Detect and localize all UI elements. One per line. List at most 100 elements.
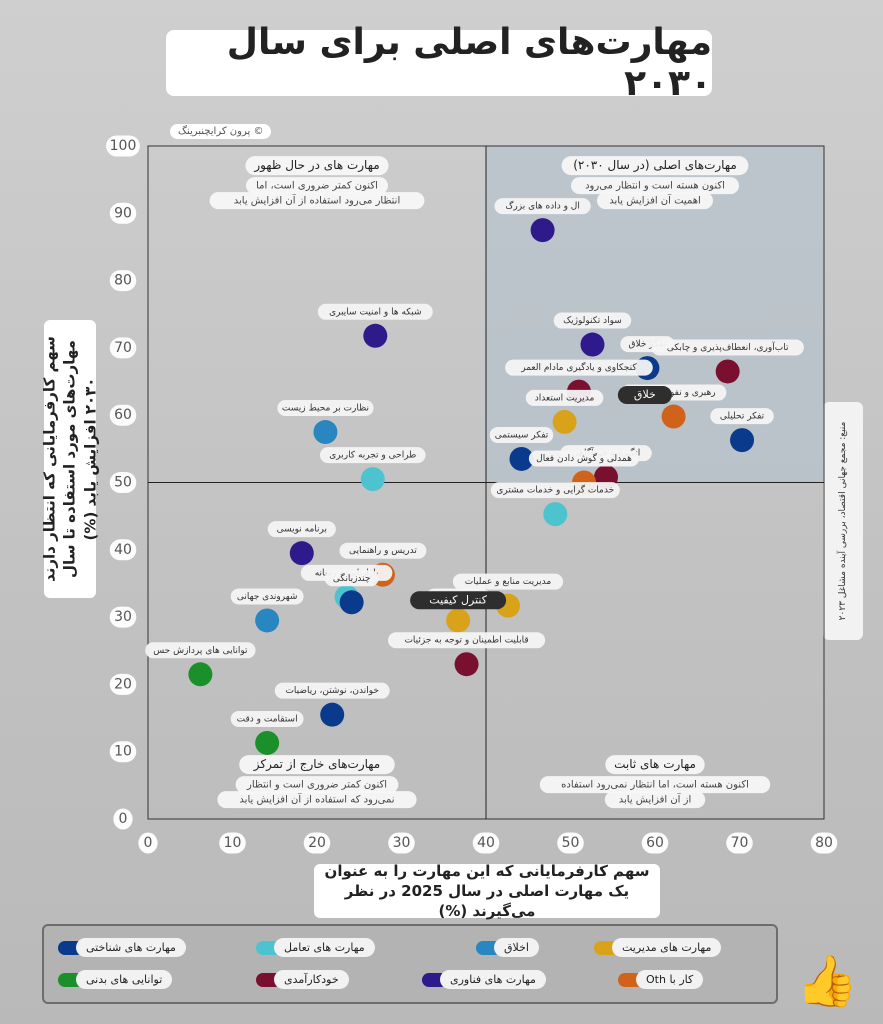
x-axis-title: سهم کارفرمایانی که این مهارت را به عنوان… xyxy=(314,862,660,920)
quadrant-title-bg xyxy=(239,755,395,775)
x-tick-label-bg xyxy=(388,832,415,854)
legend-item: کار با Oth xyxy=(618,970,704,989)
y-tick-label-bg xyxy=(106,135,140,157)
x-tick-label-bg xyxy=(726,832,753,854)
data-point-label: مدیریت منابع و عملیات xyxy=(465,577,552,587)
data-point-label-bg xyxy=(317,303,433,320)
x-tick-label-bg xyxy=(641,832,669,854)
data-point-label: تفکر سیستمی xyxy=(495,430,549,440)
quadrant-description: اهمیت آن افزایش یابد xyxy=(609,194,701,207)
y-tick-label: 100 xyxy=(110,138,137,154)
data-point xyxy=(530,218,555,243)
data-point xyxy=(552,409,577,434)
data-point xyxy=(360,467,385,492)
quadrant-description-bg xyxy=(604,791,706,809)
data-point-label-bg xyxy=(528,450,640,467)
data-point xyxy=(715,359,740,384)
legend-label: خودکارآمدی xyxy=(274,970,349,989)
data-point-label-bg xyxy=(319,447,426,464)
data-point-label-bg xyxy=(145,642,256,659)
y-tick-label: 70 xyxy=(114,340,132,356)
x-tick-label: 70 xyxy=(731,835,749,851)
data-point-label-bg xyxy=(274,682,390,699)
quadrant-description: اکنون کمتر ضروری است و انتظار xyxy=(246,780,387,791)
legend-label: مهارت های تعامل xyxy=(274,938,375,957)
y-tick-label-bg xyxy=(109,539,137,561)
x-tick-label-bg xyxy=(557,832,584,854)
data-point-label-bg xyxy=(339,542,427,559)
x-tick-label: 20 xyxy=(308,835,326,851)
quadrant-title-bg xyxy=(561,156,749,176)
data-point xyxy=(188,662,213,687)
data-point xyxy=(580,332,605,357)
x-tick-label: 60 xyxy=(646,835,664,851)
x-tick-label-bg xyxy=(138,832,158,854)
quadrant-description: انتظار می‌رود استفاده از آن افزایش یابد xyxy=(234,194,400,207)
data-point-label: نظارت بر محیط زیست xyxy=(282,404,369,414)
y-axis-title: سهم کارفرمایانی که انتظار دارند مهارت‌ها… xyxy=(41,320,99,598)
data-point-label-bg xyxy=(490,482,620,499)
data-point xyxy=(289,541,314,566)
quadrant-description-bg xyxy=(217,791,417,809)
quadrant-description: نمی‌رود که استفاده از آن افزایش یابد xyxy=(239,793,394,806)
data-point xyxy=(454,652,479,677)
data-point xyxy=(255,608,280,633)
x-tick-label: 10 xyxy=(224,835,242,851)
legend-label: مهارت های مدیریت xyxy=(612,938,722,957)
point-annotation: کنترل کیفیت xyxy=(429,593,487,606)
data-point-label: شهروندی جهانی xyxy=(237,592,298,602)
quadrant-title-bg xyxy=(605,755,705,775)
quadrant-description: اکنون هسته است، اما انتظار نمی‌رود استفا… xyxy=(561,780,749,791)
data-point xyxy=(339,590,364,615)
data-point-label: تفکر تحلیلی xyxy=(720,412,765,422)
quadrant-description-bg xyxy=(209,192,425,210)
y-tick-label: 40 xyxy=(114,542,132,558)
data-point-label-bg xyxy=(230,710,304,727)
data-point xyxy=(313,420,338,445)
data-point-label: تدریس و راهنمایی xyxy=(349,546,417,556)
data-point-label: خدمات گرایی و خدمات مشتری xyxy=(496,484,614,496)
point-annotation-bg xyxy=(617,386,672,405)
legend: مهارت های شناختی مهارت های تعامل اخلاق مهار… xyxy=(42,924,778,1004)
y-tick-label-bg xyxy=(109,741,137,763)
data-point xyxy=(543,502,568,527)
quadrant-description: اکنون هسته است و انتظار می‌رود xyxy=(585,181,725,192)
x-tick-label: 80 xyxy=(815,835,833,851)
source-tag: پرون کرایچنبرینگ © xyxy=(170,124,272,139)
y-tick-label: 90 xyxy=(114,205,132,221)
y-tick-label-bg xyxy=(109,337,137,359)
legend-label: مهارت های شناختی xyxy=(76,938,186,957)
x-tick-label: 30 xyxy=(393,835,411,851)
legend-item: اخلاق xyxy=(476,938,539,957)
data-point xyxy=(363,323,388,348)
quadrant-description-bg xyxy=(571,177,739,195)
data-point-label: کنجکاوی و یادگیری مادام العمر xyxy=(520,361,637,373)
y-tick-label-bg xyxy=(109,673,137,695)
data-point-label: تاب‌آوری، انعطاف‌پذیری و چابکی xyxy=(667,341,789,353)
quadrant-description: اکنون کمتر ضروری است، اما xyxy=(256,181,378,192)
data-point-label: شبکه ها و امنیت سایبری xyxy=(329,307,421,317)
data-point-label-bg xyxy=(651,339,804,356)
data-point-label-bg xyxy=(494,198,591,215)
data-point xyxy=(661,404,686,429)
data-point xyxy=(730,428,755,453)
y-tick-label: 0 xyxy=(119,811,128,827)
data-point-label-bg xyxy=(277,400,374,417)
y-tick-label-bg xyxy=(109,472,137,493)
data-point-label: قابلیت اطمینان و توجه به جزئیات xyxy=(404,636,528,646)
quadrant-description-bg xyxy=(235,776,399,794)
quadrant-title: مهارت‌های خارج از تمرکز xyxy=(253,757,381,772)
point-annotation: خلاق xyxy=(634,388,656,401)
legend-item: مهارت های فناوری xyxy=(422,970,546,989)
quadrant-description-bg xyxy=(246,177,388,195)
quadrant-title: مهارت های در حال ظهور xyxy=(253,158,379,173)
data-point-label: طراحی و تجربه کاربری xyxy=(329,451,416,461)
data-point-label-bg xyxy=(324,570,379,587)
data-point-label: ال و داده های بزرگ xyxy=(505,200,579,212)
data-point-label-bg xyxy=(710,408,774,425)
x-tick-label: 0 xyxy=(144,835,153,851)
data-point xyxy=(320,702,345,727)
data-point xyxy=(255,730,280,755)
x-tick-label-bg xyxy=(303,832,331,854)
